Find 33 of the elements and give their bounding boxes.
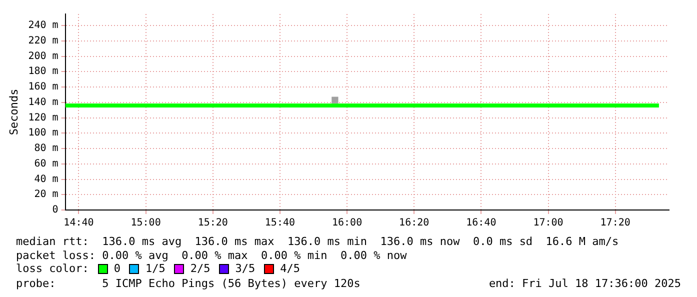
y-tick-label: 200 m — [28, 50, 58, 62]
x-tick-label: 16:20 — [399, 218, 430, 229]
y-tick-label: 160 m — [28, 82, 58, 93]
legend-label: 2/5 — [190, 262, 210, 275]
y-tick-label: 60 m — [34, 158, 58, 170]
x-tick-label: 14:40 — [64, 218, 94, 229]
y-tick-label: 240 m — [28, 20, 58, 32]
y-tick-label: 220 m — [28, 35, 58, 46]
text: end: Fri Jul 18 17:36:00 2025 — [488, 277, 681, 290]
y-tick-label: 40 m — [34, 174, 58, 185]
text: packet loss: 0.00 % avg 0.00 % max 0.00 % min 0.00 % now — [16, 249, 407, 262]
y-tick-label: 180 m — [28, 66, 58, 78]
y-tick-label: 140 m — [28, 96, 58, 108]
y-tick-label: 80 m — [34, 143, 58, 154]
legend-label: 0 — [114, 262, 120, 275]
y-tick-label: 100 m — [28, 128, 58, 139]
y-tick-label: 0 — [52, 204, 58, 216]
y-tick-label: 120 m — [28, 112, 58, 124]
legend-title: loss color: — [16, 262, 89, 275]
legend-label: 4/5 — [280, 262, 300, 275]
x-tick-label: 17:20 — [600, 218, 630, 229]
y-axis-title: Seconds — [7, 88, 20, 136]
text: median rtt: 136.0 ms avg 136.0 ms max 136.0 ms min 136.0 ms now 0.0 ms sd 16.6 M am/s — [16, 235, 619, 248]
y-tick-label: 20 m — [34, 189, 58, 200]
x-tick-label: 16:00 — [332, 218, 362, 229]
x-tick-label: 16:40 — [466, 218, 496, 229]
x-tick-label: 17:00 — [533, 218, 564, 229]
x-tick-label: 15:40 — [264, 218, 296, 229]
legend-label: 3/5 — [235, 262, 256, 275]
x-tick-label: 15:20 — [198, 218, 228, 229]
x-tick-label: 15:00 — [130, 218, 161, 229]
text: probe: 5 ICMP Echo Pings (56 Bytes) every 120s — [16, 277, 360, 290]
legend-label: 1/5 — [145, 262, 166, 275]
